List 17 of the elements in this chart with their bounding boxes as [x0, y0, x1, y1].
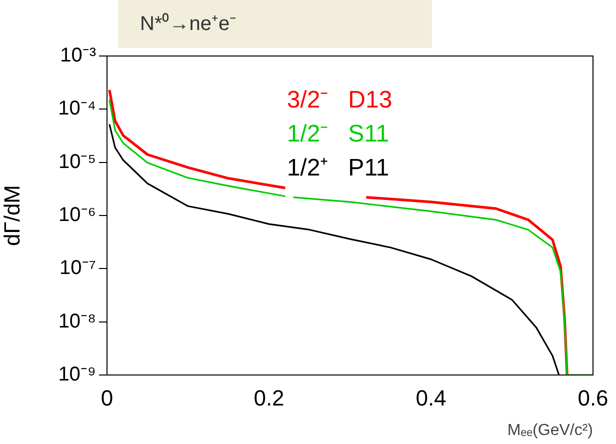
x-tick-label: 0	[100, 385, 114, 410]
text: 1/2⁻ S11	[286, 120, 390, 148]
y-tick-label: 10⁻⁴	[58, 98, 96, 120]
y-tick-label: 10⁻⁷	[60, 257, 96, 280]
x-tick-label: 0.2	[254, 385, 284, 410]
y-tick-label: 10⁻⁹	[58, 364, 96, 386]
y-tick-label: 10⁻⁶	[58, 204, 96, 226]
chart-title: N*⁰→ne⁺e⁻	[118, 0, 432, 48]
text: 3/2⁻ D13	[286, 86, 392, 114]
y-tick-label: 10⁻⁸	[58, 310, 96, 332]
x-tick-label: 0.4	[416, 385, 446, 410]
y-axis-title: dΓ/dM	[0, 184, 24, 246]
y-tick-label: 10⁻³	[60, 44, 96, 67]
y-tick-label: 10⁻⁵	[58, 150, 96, 173]
x-tick-label: 0.6	[578, 385, 608, 410]
series-label: 1/2⁺ P11	[286, 154, 390, 182]
x-axis-title: Mₑₑ(GeV/c²)	[507, 422, 593, 439]
